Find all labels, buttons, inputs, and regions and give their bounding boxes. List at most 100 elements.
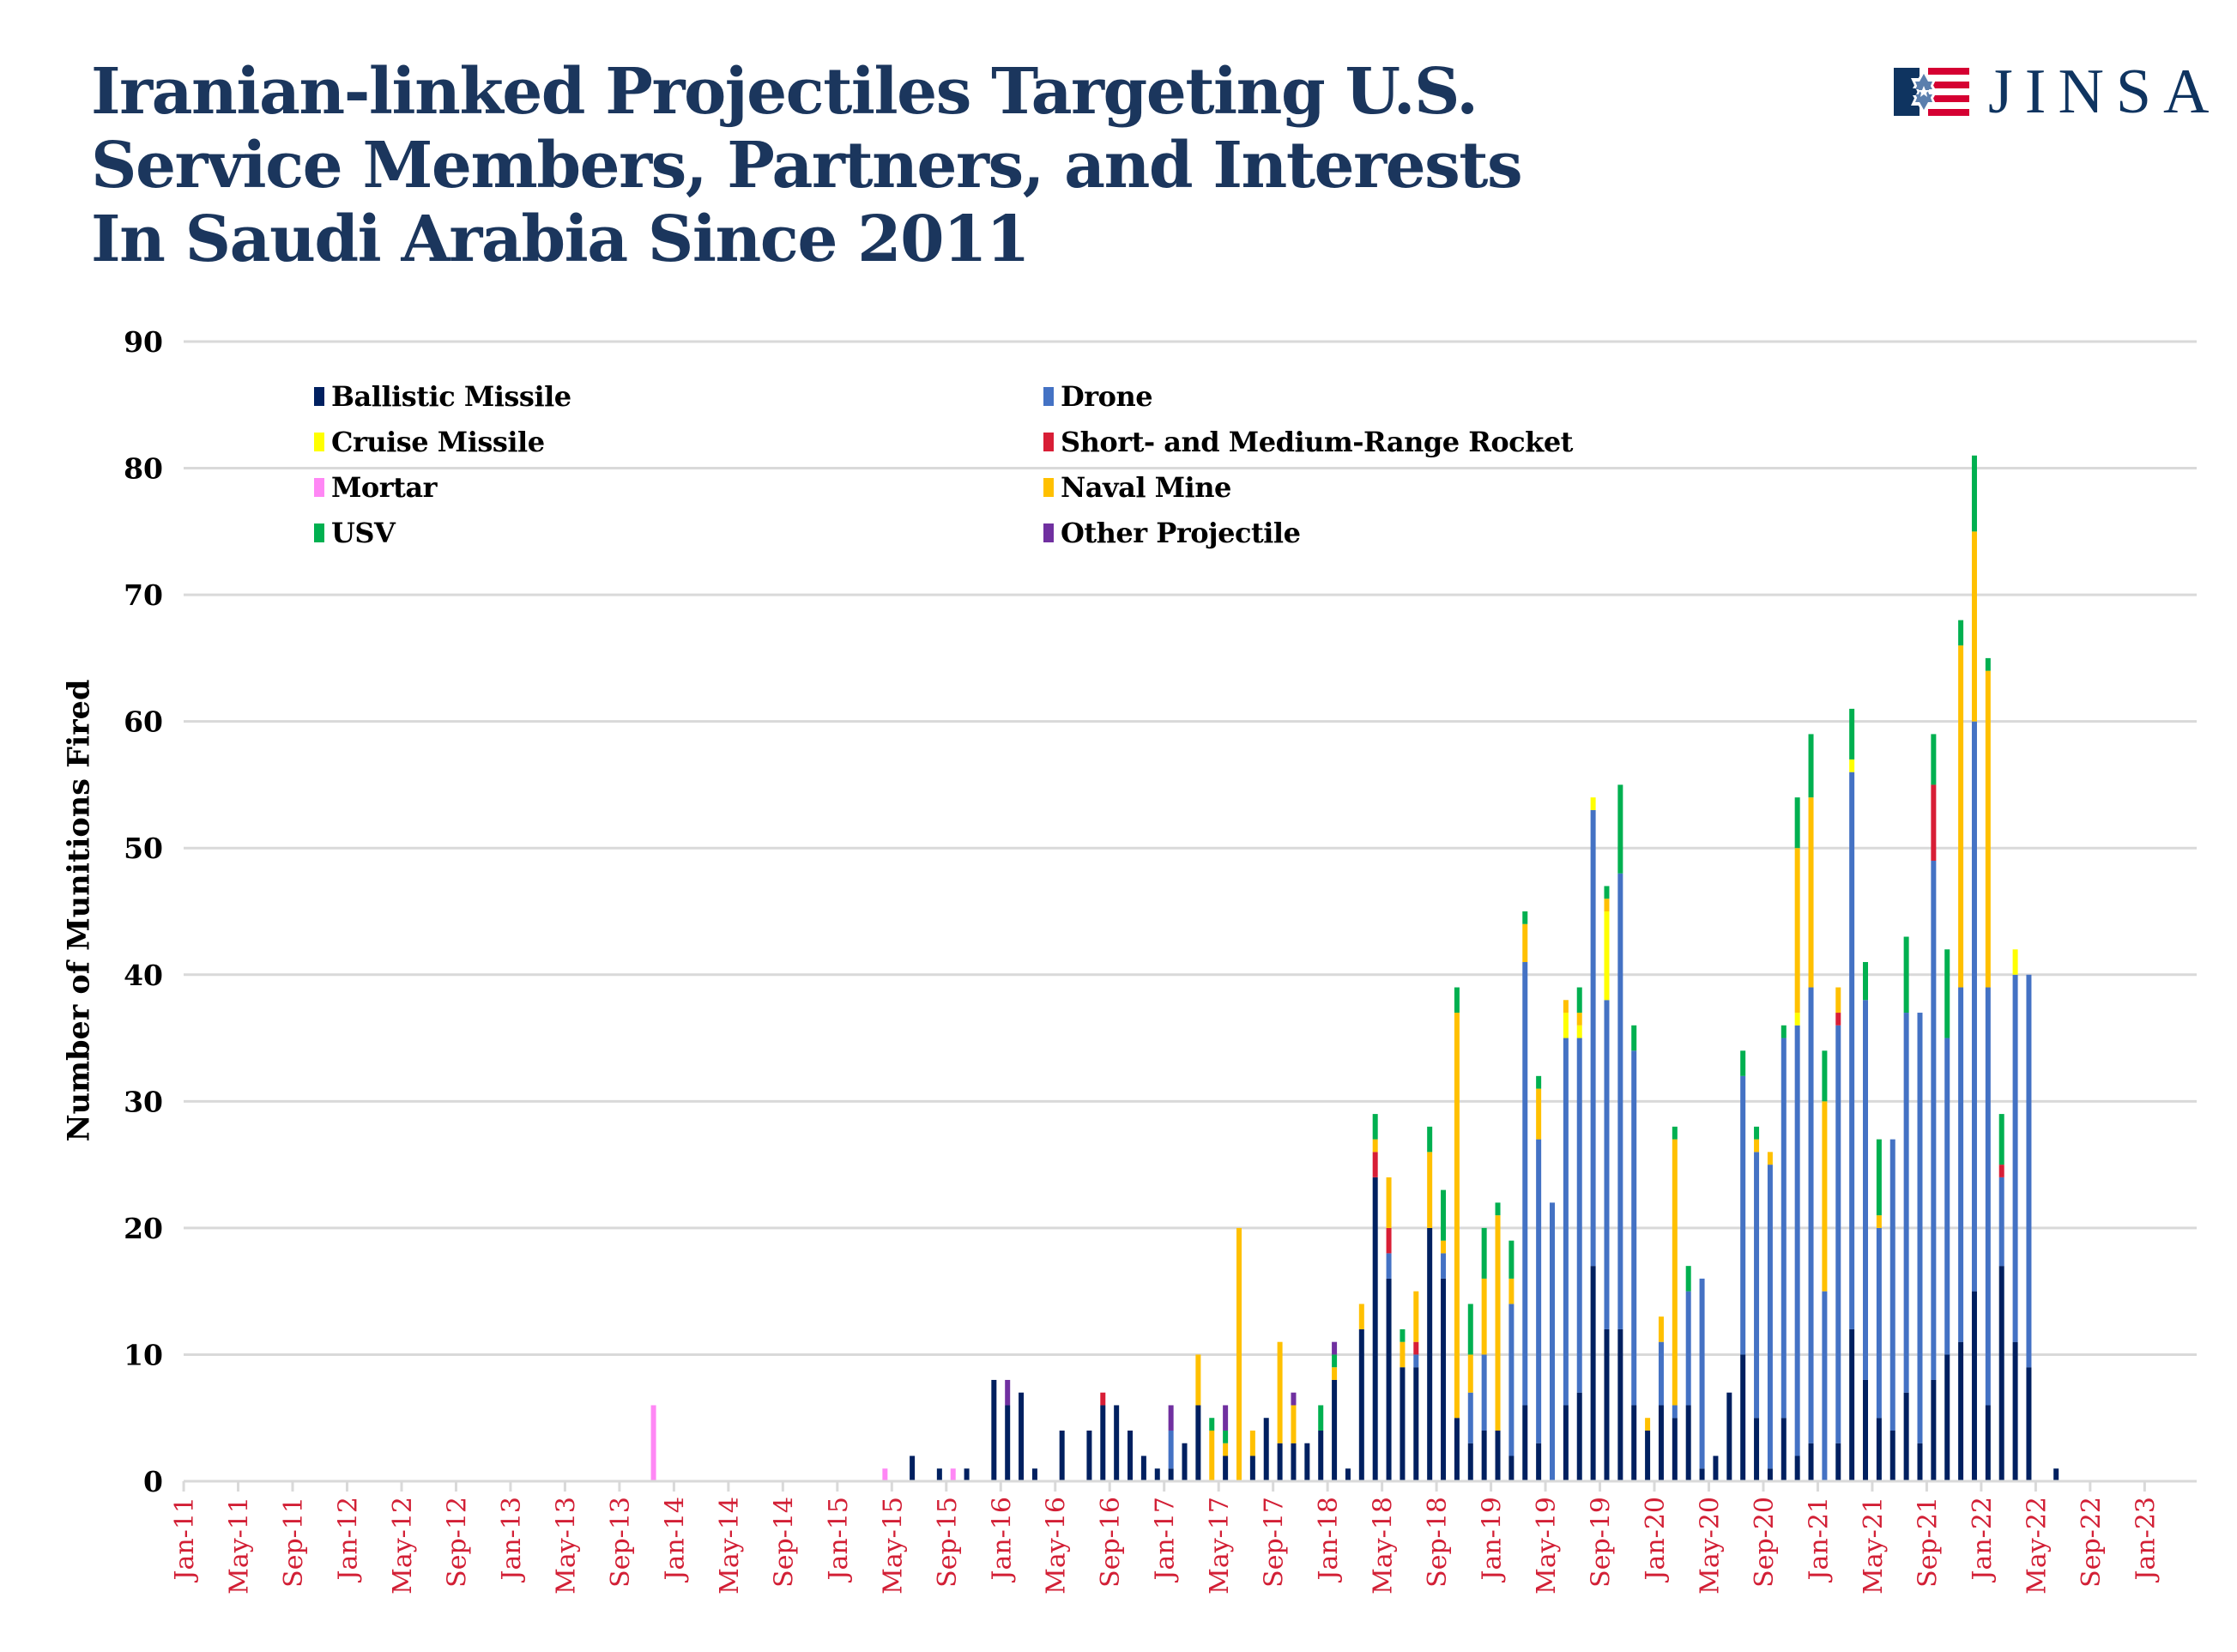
bar-segment-naval-mine: [1372, 1139, 1378, 1153]
bar-Apr-19: [1536, 1075, 1542, 1481]
bar-segment-ballistic-missile: [1754, 1418, 1760, 1481]
bar-Feb-22: [1998, 1114, 2004, 1481]
bar-segment-ballistic-missile: [1576, 1392, 1582, 1481]
legend-label: Short- and Medium-Range Rocket: [1061, 426, 1573, 458]
bar-segment-ballistic-missile: [1699, 1468, 1705, 1481]
bar-segment-ballistic-missile: [1454, 1418, 1460, 1481]
bar-segment-ballistic-missile: [1767, 1468, 1773, 1481]
bar-segment-drone: [1685, 1291, 1691, 1406]
bar-Feb-20: [1672, 1126, 1678, 1481]
bar-segment-ballistic-missile: [1005, 1405, 1011, 1481]
bar-Oct-21: [1944, 949, 1950, 1481]
bar-Aug-20: [1754, 1126, 1760, 1481]
legend-label: Ballistic Missile: [331, 380, 571, 413]
legend-item-cruise-missile: Cruise Missile: [314, 426, 545, 458]
bar-segment-ballistic-missile: [1168, 1468, 1174, 1481]
x-tick-label: Jan-21: [1804, 1497, 1834, 1583]
bar-Dec-19: [1645, 1418, 1651, 1481]
legend-label: Mortar: [331, 471, 438, 504]
bar-segment-usv: [1685, 1266, 1691, 1292]
x-tick-label: Sep-19: [1587, 1497, 1617, 1588]
bar-Nov-13: [650, 1405, 656, 1481]
bar-segment-cruise-missile: [1563, 1013, 1569, 1038]
y-tick-label: 30: [124, 1085, 163, 1118]
bar-Dec-15: [991, 1379, 997, 1481]
bar-segment-mortar: [882, 1468, 888, 1481]
x-tick-label: Jan-12: [334, 1497, 364, 1583]
bar-Feb-18: [1345, 1468, 1351, 1481]
bar-Feb-16: [1019, 1392, 1025, 1481]
bar-segment-ballistic-missile: [1863, 1379, 1869, 1481]
bar-Mar-22: [2012, 949, 2018, 1481]
bar-segment-mortar: [950, 1468, 956, 1481]
legend-label: Cruise Missile: [331, 426, 545, 458]
x-tick-label: Jan-16: [987, 1497, 1017, 1583]
bar-segment-ballistic-missile: [1781, 1418, 1787, 1481]
bar-segment-cruise-missile: [1590, 797, 1596, 810]
bar-segment-other-projectile: [1332, 1341, 1338, 1355]
bar-segment-naval-mine: [1495, 1215, 1501, 1431]
bar-segment-drone: [1658, 1341, 1664, 1406]
bar-Jan-18: [1332, 1341, 1338, 1481]
bar-segment-ballistic-missile: [1332, 1379, 1338, 1481]
bar-segment-ballistic-missile: [1740, 1354, 1746, 1481]
legend-label: USV: [331, 517, 396, 549]
bar-segment-ballistic-missile: [1154, 1468, 1160, 1481]
bar-segment-drone: [1958, 987, 1964, 1342]
bar-segment-usv: [1508, 1240, 1515, 1279]
bar-Nov-21: [1958, 620, 1964, 1481]
bar-Feb-21: [1835, 987, 1841, 1481]
bar-segment-usv: [1944, 949, 1950, 1038]
x-tick-label: May-13: [551, 1497, 581, 1595]
legend-swatch: [1043, 387, 1054, 406]
bar-Aug-19: [1590, 797, 1596, 1481]
bar-segment-usv: [1522, 911, 1528, 924]
bar-Sep-15: [950, 1468, 956, 1481]
bar-segment-ballistic-missile: [1998, 1266, 2004, 1481]
bar-segment-naval-mine: [1576, 1013, 1582, 1026]
x-tick-label: May-11: [225, 1497, 255, 1595]
bar-segment-naval-mine: [1332, 1367, 1338, 1380]
bar-segment-ballistic-missile: [910, 1455, 916, 1481]
bar-segment-drone: [1604, 1000, 1610, 1329]
bar-segment-ballistic-missile: [1658, 1405, 1664, 1481]
bar-segment-ballistic-missile: [1031, 1468, 1037, 1481]
bar-Sep-19: [1604, 886, 1610, 1481]
chart-title: Iranian-linked Projectiles Targeting U.S…: [91, 55, 1523, 276]
bar-segment-usv: [1617, 784, 1623, 874]
bar-segment-usv: [1604, 886, 1610, 899]
bar-segment-naval-mine: [1563, 1000, 1569, 1014]
bar-segment-usv: [1808, 734, 1814, 798]
bar-segment-drone: [1998, 1177, 2004, 1267]
bar-segment-naval-mine: [1427, 1152, 1433, 1228]
bar-Nov-16: [1140, 1455, 1146, 1481]
bar-segment-cruise-missile: [1794, 1013, 1800, 1026]
bar-segment-usv: [1876, 1139, 1882, 1216]
bar-May-18: [1386, 1177, 1392, 1481]
bar-Oct-17: [1291, 1392, 1297, 1481]
bar-segment-usv: [1332, 1354, 1338, 1368]
bar-segment-ballistic-missile: [1086, 1430, 1092, 1481]
bar-segment-drone: [1876, 1227, 1882, 1419]
bar-segment-usv: [1740, 1050, 1746, 1076]
bar-segment-short-and-medium-range-rocket: [1998, 1165, 2004, 1177]
bar-Jan-17: [1168, 1405, 1174, 1481]
x-tick-label: May-15: [878, 1497, 908, 1595]
bar-segment-drone: [1944, 1038, 1950, 1355]
bar-segment-short-and-medium-range-rocket: [1931, 784, 1937, 861]
legend-swatch: [314, 433, 324, 451]
bar-Apr-17: [1209, 1418, 1215, 1481]
bar-segment-naval-mine: [1808, 797, 1814, 988]
bar-Apr-20: [1699, 1278, 1705, 1481]
bar-segment-usv: [1903, 936, 1909, 1014]
bar-segment-ballistic-missile: [1617, 1328, 1623, 1481]
y-tick-label: 40: [124, 959, 163, 992]
legend-item-usv: USV: [314, 517, 396, 549]
bar-segment-cruise-missile: [1576, 1025, 1582, 1038]
bar-segment-usv: [1454, 987, 1460, 1014]
bar-Jun-15: [910, 1455, 916, 1481]
bar-segment-drone: [1835, 1025, 1841, 1443]
bar-segment-ballistic-missile: [1386, 1278, 1392, 1481]
bar-Apr-21: [1863, 962, 1869, 1481]
bar-segment-ballistic-missile: [1304, 1443, 1310, 1481]
